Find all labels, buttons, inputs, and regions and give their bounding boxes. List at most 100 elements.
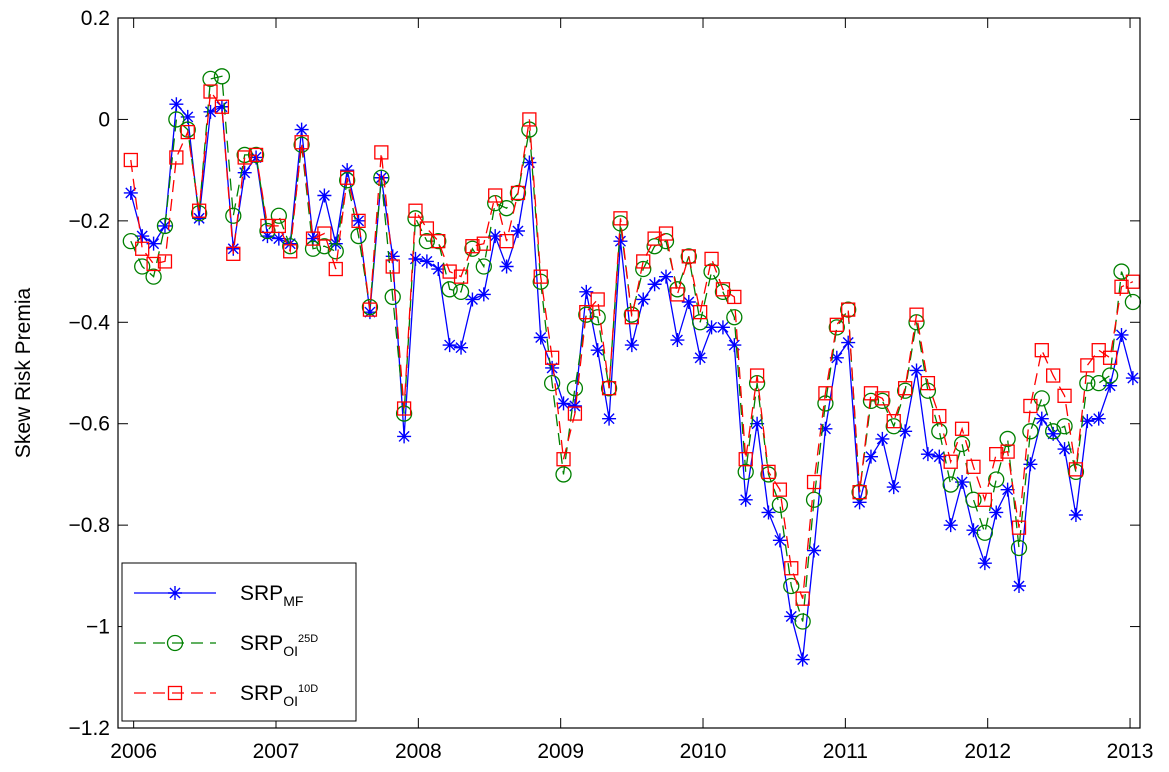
x-tick-label: 2007 [253, 740, 300, 763]
legend-subscript: OI [283, 693, 298, 709]
data-point [897, 381, 913, 396]
data-point [180, 109, 195, 124]
data-point [1046, 368, 1061, 383]
data-point [283, 244, 298, 259]
legend-subscript: OI [283, 643, 298, 659]
data-point [203, 104, 218, 119]
data-point [738, 452, 753, 467]
data-point [750, 416, 765, 431]
data-point [761, 505, 776, 520]
data-point [203, 84, 218, 99]
series-line [130, 89, 1134, 599]
data-point [919, 382, 937, 399]
data-point [784, 609, 799, 624]
data-point [1091, 411, 1106, 426]
data-point [192, 211, 207, 226]
data-point [862, 392, 880, 410]
data-point [408, 251, 423, 266]
data-point [191, 203, 207, 218]
data-point [602, 411, 617, 426]
data-point [590, 343, 605, 358]
data-point [499, 233, 514, 249]
data-point [1057, 388, 1072, 403]
data-point [430, 232, 447, 250]
data-point [1114, 327, 1129, 342]
data-point [636, 292, 651, 307]
data-point [635, 260, 652, 278]
data-point [989, 505, 1004, 520]
data-point [476, 287, 491, 302]
data-point [123, 152, 138, 168]
data-point [453, 269, 469, 284]
data-point [669, 281, 686, 298]
data-point [875, 431, 890, 446]
data-point [1068, 508, 1083, 522]
data-point [1057, 442, 1072, 457]
data-point [270, 207, 287, 224]
data-point [885, 418, 902, 435]
data-point [225, 207, 242, 224]
data-point [294, 122, 309, 137]
data-point [624, 310, 639, 325]
legend-label: SRPOI10D [240, 682, 318, 709]
data-point [659, 269, 674, 284]
data-point [795, 591, 810, 606]
data-point [966, 523, 981, 538]
data-point [579, 304, 594, 320]
y-axis-label: Skew Risk Premia [12, 287, 35, 458]
data-point [351, 213, 366, 228]
data-point [317, 188, 332, 203]
data-point [340, 163, 355, 178]
data-point [704, 320, 719, 335]
data-point [465, 239, 480, 254]
data-point [703, 263, 720, 280]
x-tick-label: 2008 [395, 740, 442, 763]
data-point [374, 145, 389, 160]
data-point [1056, 418, 1073, 435]
data-point [909, 363, 924, 378]
legend-box [121, 562, 357, 722]
data-point [589, 309, 606, 326]
data-point [726, 309, 743, 326]
data-point [248, 147, 264, 163]
data-point [385, 249, 400, 264]
data-point [920, 375, 936, 391]
data-point [442, 338, 457, 353]
data-point [623, 306, 640, 323]
data-point [727, 289, 742, 305]
data-point [988, 471, 1005, 488]
y-tick-label: −0.8 [69, 514, 110, 537]
data-point [510, 185, 526, 201]
data-point [237, 165, 252, 180]
data-point [283, 236, 298, 251]
data-point [384, 288, 401, 306]
data-point [304, 240, 322, 257]
data-point [670, 287, 685, 302]
data-point [647, 277, 662, 292]
data-point [317, 226, 332, 241]
data-point [350, 227, 367, 245]
data-point [1012, 579, 1027, 593]
data-point [806, 474, 822, 490]
data-point [327, 243, 344, 260]
data-point [135, 229, 150, 244]
data-point [681, 295, 696, 309]
legend-label: SRPOI25D [240, 632, 318, 659]
data-point [1068, 462, 1084, 477]
data-point [818, 386, 833, 401]
data-point [783, 577, 800, 595]
x-tick-label: 2013 [1107, 740, 1154, 763]
data-point [1114, 279, 1129, 294]
data-point [1000, 482, 1015, 497]
data-point [761, 464, 776, 480]
data-point [566, 380, 584, 397]
data-point [954, 421, 970, 436]
data-point [146, 236, 161, 251]
x-tick-label: 2006 [110, 740, 157, 763]
data-point [475, 258, 492, 275]
data-point [931, 423, 948, 440]
data-point [1011, 520, 1027, 535]
data-point [1124, 293, 1142, 311]
data-point [166, 634, 184, 652]
data-point [784, 561, 799, 576]
